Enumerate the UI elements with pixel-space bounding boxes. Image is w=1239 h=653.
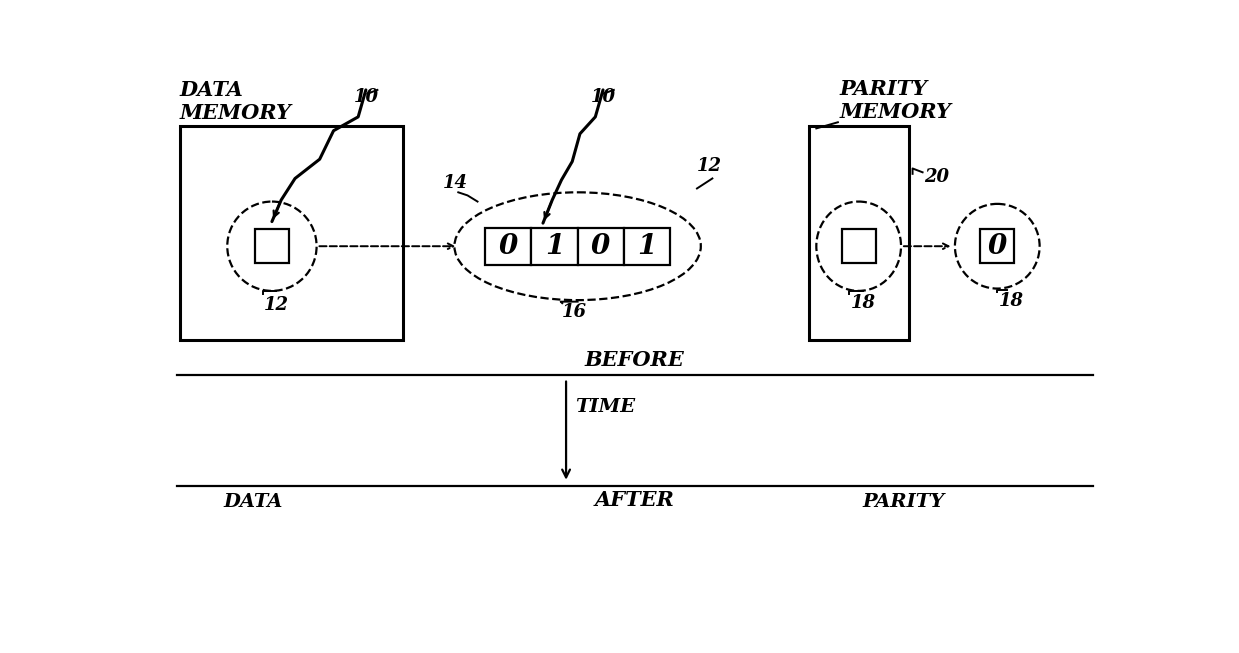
Bar <box>255 229 289 263</box>
Text: 1: 1 <box>637 232 657 260</box>
Text: 18: 18 <box>851 294 876 312</box>
Text: 1: 1 <box>545 232 564 260</box>
Text: DATA
MEMORY: DATA MEMORY <box>180 80 291 123</box>
Text: PARITY: PARITY <box>862 492 944 511</box>
Bar <box>532 228 577 264</box>
Text: 18: 18 <box>999 292 1023 310</box>
Ellipse shape <box>455 193 701 300</box>
Text: PARITY
MEMORY: PARITY MEMORY <box>840 79 952 122</box>
Ellipse shape <box>227 202 317 291</box>
Bar <box>180 126 403 340</box>
Bar <box>577 228 623 264</box>
Text: 0: 0 <box>591 232 611 260</box>
Text: 10: 10 <box>354 88 379 106</box>
Bar <box>623 228 670 264</box>
Text: 12: 12 <box>698 157 722 176</box>
Text: TIME: TIME <box>575 398 636 416</box>
Text: 20: 20 <box>924 168 949 187</box>
Text: 16: 16 <box>563 303 587 321</box>
Text: 12: 12 <box>264 296 289 313</box>
Text: BEFORE: BEFORE <box>585 350 684 370</box>
Ellipse shape <box>817 202 901 291</box>
Text: 10: 10 <box>591 88 616 106</box>
Text: AFTER: AFTER <box>595 490 674 510</box>
Text: 0: 0 <box>987 232 1007 260</box>
Ellipse shape <box>955 204 1040 289</box>
Bar <box>841 229 876 263</box>
Bar <box>486 228 532 264</box>
Text: 14: 14 <box>442 174 468 193</box>
Bar <box>980 229 1015 263</box>
Text: DATA: DATA <box>223 492 282 511</box>
Text: 0: 0 <box>498 232 518 260</box>
Bar <box>809 126 908 340</box>
